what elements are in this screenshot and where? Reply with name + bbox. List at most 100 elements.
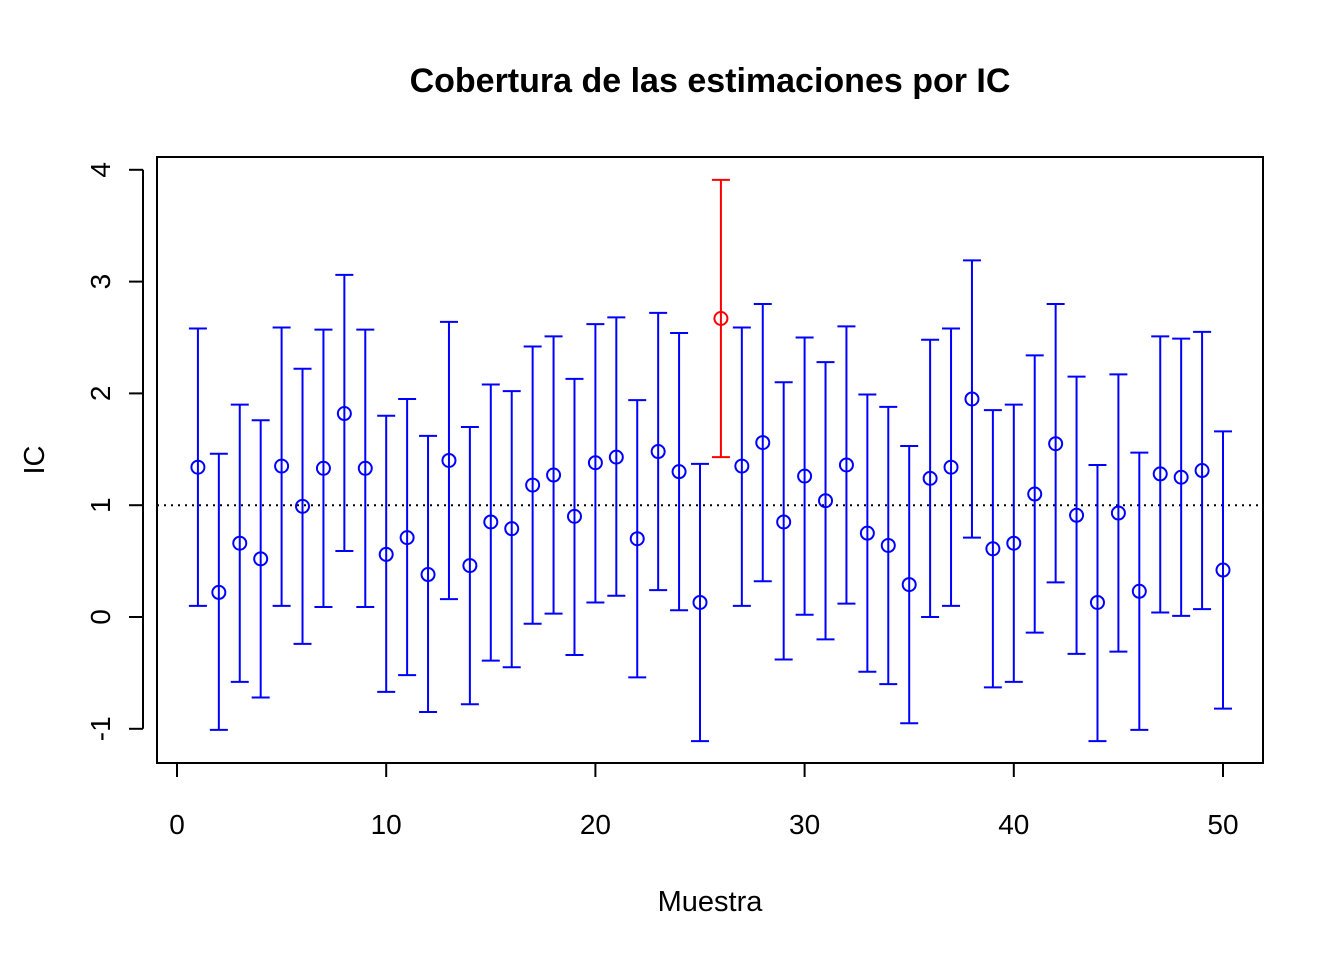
y-tick-label: 2 — [85, 386, 116, 402]
estimate-point — [1131, 583, 1147, 599]
chart-title: Cobertura de las estimaciones por IC — [410, 62, 1011, 100]
interval-34 — [879, 405, 898, 686]
y-tick-label: 4 — [85, 162, 116, 178]
estimate-point — [713, 310, 729, 326]
estimate-point — [776, 514, 792, 530]
estimate-point — [462, 558, 478, 574]
interval-10 — [377, 414, 396, 693]
interval-24 — [670, 332, 689, 612]
interval-1 — [188, 327, 207, 607]
estimate-point — [1027, 486, 1043, 502]
interval-9 — [356, 328, 375, 608]
interval-45 — [1109, 373, 1128, 653]
interval-41 — [1025, 354, 1044, 634]
estimate-point — [483, 514, 499, 530]
interval-25 — [691, 462, 709, 743]
interval-3 — [230, 403, 249, 683]
interval-27 — [732, 326, 751, 607]
interval-12 — [419, 434, 438, 714]
x-tick-label: 10 — [371, 809, 402, 840]
interval-38 — [962, 259, 981, 539]
estimate-point — [420, 567, 436, 583]
interval-21 — [607, 316, 626, 597]
estimate-point — [1089, 594, 1105, 610]
interval-6 — [293, 367, 312, 645]
x-tick-label: 20 — [580, 809, 611, 840]
estimate-point — [671, 464, 687, 480]
interval-18 — [544, 335, 563, 615]
x-tick-label: 50 — [1207, 809, 1238, 840]
interval-7 — [314, 328, 333, 608]
interval-2 — [209, 452, 228, 731]
estimate-point — [901, 577, 917, 593]
interval-35 — [900, 444, 919, 725]
estimate-point — [295, 498, 311, 514]
estimate-point — [1048, 436, 1064, 452]
x-tick-label: 40 — [998, 809, 1029, 840]
interval-50 — [1214, 430, 1232, 710]
estimate-point — [1006, 535, 1022, 551]
interval-47 — [1151, 335, 1170, 614]
estimate-point — [880, 537, 896, 553]
y-axis-label: IC — [19, 446, 51, 475]
estimate-point — [587, 455, 603, 471]
y-tick-label: 0 — [85, 609, 116, 625]
confidence-intervals — [188, 178, 1232, 743]
interval-31 — [816, 361, 835, 641]
interval-39 — [983, 409, 1002, 689]
estimate-point — [1215, 562, 1231, 578]
interval-16 — [502, 390, 521, 669]
y-axis: -1 0 1 2 3 4 — [85, 162, 144, 741]
estimate-point — [1110, 505, 1126, 521]
interval-5 — [272, 326, 291, 607]
interval-13 — [439, 320, 458, 601]
interval-46 — [1130, 451, 1149, 731]
interval-19 — [565, 377, 584, 657]
interval-40 — [1004, 403, 1023, 683]
estimate-point — [1173, 469, 1189, 485]
estimate-point — [1152, 466, 1168, 482]
estimate-point — [336, 406, 352, 422]
interval-44 — [1088, 463, 1107, 743]
estimate-point — [441, 452, 457, 468]
estimate-point — [378, 546, 394, 562]
interval-28 — [753, 302, 772, 583]
interval-23 — [649, 311, 668, 592]
estimate-point — [943, 459, 959, 475]
estimate-point — [274, 458, 290, 474]
interval-14 — [460, 425, 479, 706]
estimate-point — [504, 521, 520, 537]
interval-22 — [628, 399, 647, 679]
x-axis-label: Muestra — [658, 886, 764, 918]
estimate-point — [253, 551, 269, 567]
interval-4 — [251, 419, 270, 699]
interval-26 — [711, 178, 730, 459]
estimate-point — [818, 493, 834, 509]
interval-17 — [523, 345, 542, 625]
estimate-point — [1069, 507, 1085, 523]
estimate-point — [985, 541, 1001, 557]
interval-48 — [1172, 337, 1191, 617]
estimate-point — [797, 468, 813, 484]
estimate-point — [315, 460, 331, 476]
estimate-point — [922, 470, 938, 486]
estimate-point — [525, 477, 541, 493]
estimate-point — [755, 435, 771, 451]
estimate-point — [859, 525, 875, 541]
interval-36 — [921, 338, 940, 618]
estimate-point — [734, 458, 750, 474]
interval-29 — [774, 381, 793, 661]
estimate-point — [190, 459, 206, 475]
estimate-point — [399, 530, 415, 546]
interval-8 — [335, 273, 354, 553]
interval-33 — [858, 393, 877, 673]
interval-37 — [942, 327, 961, 607]
estimate-point — [211, 584, 227, 600]
estimate-point — [650, 444, 666, 460]
estimate-point — [546, 467, 562, 483]
y-tick-label: -1 — [85, 716, 116, 741]
interval-43 — [1067, 375, 1086, 655]
estimate-point — [692, 594, 708, 610]
interval-15 — [481, 383, 500, 662]
